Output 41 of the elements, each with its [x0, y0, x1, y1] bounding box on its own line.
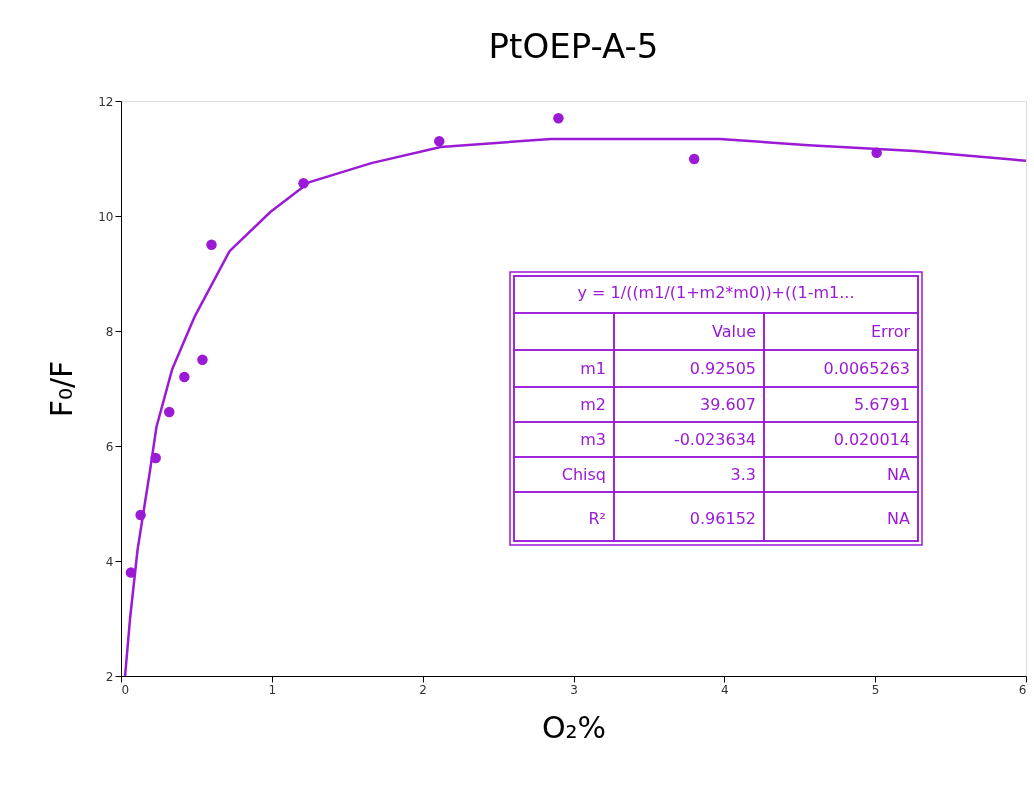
point — [434, 136, 445, 147]
annotation: NA — [887, 508, 911, 528]
annotation: -0.023634 — [673, 429, 756, 449]
y-axis-title: F₀/F — [44, 360, 80, 418]
x-tick-label: 1 — [268, 682, 277, 697]
x-tick-label: 6 — [1018, 682, 1027, 697]
annotation: R² — [588, 508, 606, 528]
y-tick-label: 10 — [98, 209, 114, 224]
y-tick-label: 6 — [105, 439, 114, 454]
point — [164, 406, 175, 418]
annotation: 0.020014 — [833, 429, 910, 449]
y-tick-label: 2 — [105, 669, 114, 684]
x-tick-label: 4 — [721, 682, 729, 697]
point — [197, 354, 208, 365]
annotation: y = 1/((m1/(1+m2*m0))+((1-m1... — [577, 282, 855, 302]
annotation: NA — [887, 464, 911, 484]
y-tick-label: 4 — [105, 554, 114, 569]
point — [179, 371, 190, 383]
y-tick-label: 12 — [98, 94, 114, 109]
annotation: 5.6791 — [854, 394, 910, 414]
annotation: m1 — [580, 358, 606, 378]
point — [206, 239, 217, 250]
point — [553, 113, 564, 124]
point — [688, 153, 700, 165]
annotation: Value — [712, 321, 756, 341]
annotation: m2 — [580, 394, 606, 414]
annotation: Chisq — [561, 464, 606, 484]
annotation: 0.0065263 — [823, 358, 910, 378]
annotation: 39.607 — [700, 394, 756, 414]
annotation: 3.3 — [730, 464, 756, 484]
y-tick-label: 8 — [105, 324, 114, 339]
x-tick-label: 3 — [570, 682, 578, 697]
chart-title: PtOEP-A-5 — [488, 26, 659, 66]
annotation: Error — [871, 321, 911, 341]
x-axis-title: O₂% — [541, 709, 607, 745]
annotation: m3 — [580, 429, 606, 449]
annotation: 0.92505 — [689, 358, 756, 378]
x-tick-label: 2 — [419, 682, 427, 697]
x-tick-label: 5 — [871, 682, 880, 697]
x-tick-label: 0 — [121, 682, 130, 697]
annotation: 0.96152 — [689, 508, 756, 528]
